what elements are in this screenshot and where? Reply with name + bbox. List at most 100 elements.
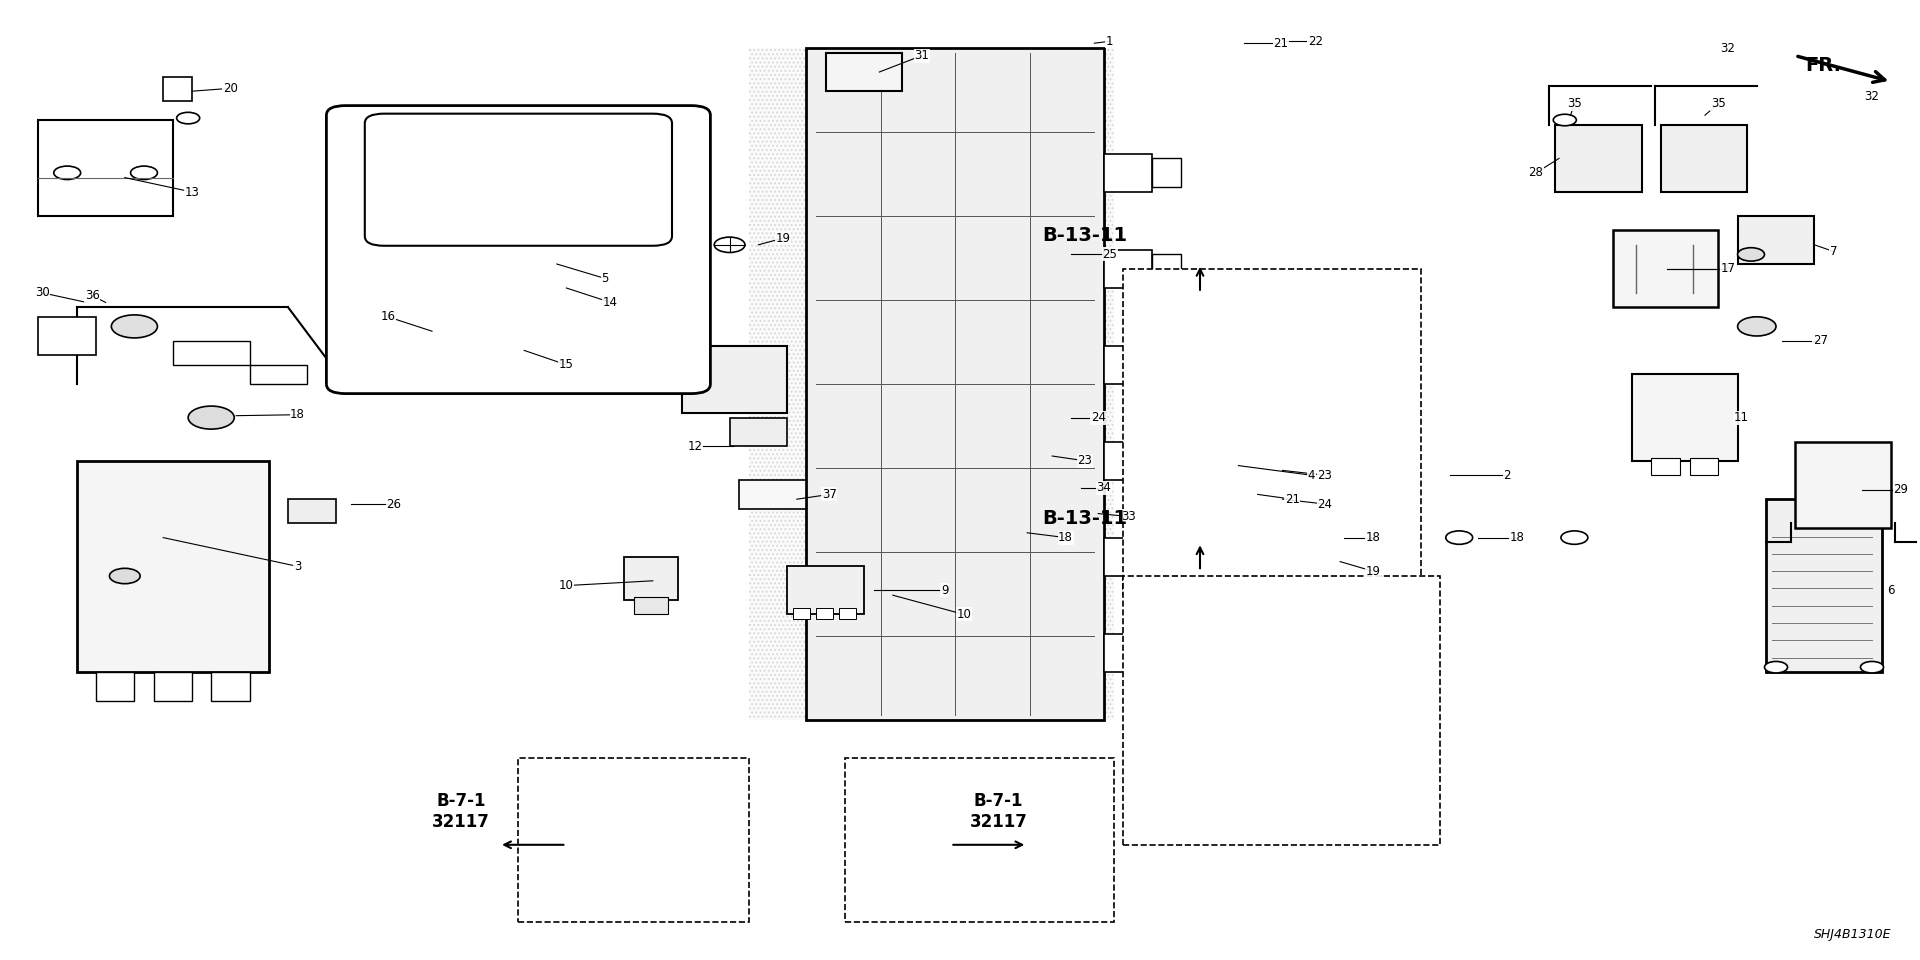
FancyBboxPatch shape [326, 106, 710, 394]
FancyBboxPatch shape [1152, 660, 1206, 706]
FancyBboxPatch shape [1152, 158, 1181, 187]
Circle shape [188, 406, 234, 429]
FancyBboxPatch shape [1306, 773, 1344, 811]
FancyBboxPatch shape [403, 148, 480, 223]
Text: B-7-1
32117: B-7-1 32117 [432, 792, 490, 830]
FancyBboxPatch shape [1323, 468, 1357, 499]
Text: 18: 18 [1365, 531, 1380, 544]
Circle shape [1311, 460, 1334, 471]
FancyBboxPatch shape [601, 896, 626, 907]
Circle shape [1311, 748, 1334, 759]
Text: 26: 26 [386, 497, 401, 511]
Text: 33: 33 [1121, 510, 1137, 523]
Text: 34: 34 [1096, 481, 1112, 494]
FancyBboxPatch shape [893, 835, 970, 893]
FancyBboxPatch shape [1152, 722, 1206, 768]
FancyBboxPatch shape [1365, 468, 1400, 499]
FancyBboxPatch shape [509, 240, 624, 288]
Circle shape [1764, 661, 1788, 673]
Circle shape [1238, 460, 1261, 471]
Circle shape [601, 334, 685, 376]
FancyBboxPatch shape [38, 317, 96, 355]
Text: 2: 2 [1503, 468, 1511, 482]
FancyBboxPatch shape [1152, 638, 1181, 667]
FancyBboxPatch shape [1738, 216, 1814, 264]
Text: 1: 1 [1106, 35, 1114, 48]
FancyBboxPatch shape [682, 346, 787, 413]
FancyBboxPatch shape [77, 461, 269, 672]
FancyBboxPatch shape [1152, 254, 1181, 283]
FancyBboxPatch shape [1298, 434, 1352, 480]
Text: 20: 20 [223, 82, 238, 95]
FancyBboxPatch shape [937, 891, 962, 902]
Circle shape [1738, 317, 1776, 336]
Text: 10: 10 [956, 608, 972, 621]
FancyBboxPatch shape [1225, 660, 1279, 706]
FancyBboxPatch shape [38, 120, 173, 216]
Circle shape [1165, 397, 1188, 409]
Circle shape [1311, 397, 1334, 409]
Bar [749, 48, 1114, 720]
Text: 10: 10 [559, 579, 574, 592]
FancyBboxPatch shape [1354, 773, 1392, 811]
FancyBboxPatch shape [816, 608, 833, 619]
FancyBboxPatch shape [557, 845, 634, 898]
FancyBboxPatch shape [553, 274, 576, 288]
Circle shape [493, 364, 513, 373]
Text: B-7-1
32117: B-7-1 32117 [970, 792, 1027, 830]
FancyBboxPatch shape [1690, 458, 1718, 475]
FancyBboxPatch shape [1104, 154, 1152, 192]
Circle shape [177, 112, 200, 124]
Circle shape [1300, 559, 1331, 574]
Text: 21: 21 [1273, 36, 1288, 50]
Circle shape [420, 325, 444, 337]
FancyBboxPatch shape [1104, 346, 1152, 384]
FancyBboxPatch shape [1555, 125, 1642, 192]
FancyBboxPatch shape [211, 672, 250, 701]
Circle shape [1561, 531, 1588, 544]
FancyBboxPatch shape [1238, 468, 1273, 499]
Text: 3: 3 [294, 560, 301, 573]
Text: 24: 24 [1317, 497, 1332, 511]
FancyBboxPatch shape [1152, 434, 1206, 480]
FancyBboxPatch shape [1152, 350, 1181, 379]
FancyBboxPatch shape [566, 896, 591, 907]
FancyBboxPatch shape [1661, 125, 1747, 192]
FancyBboxPatch shape [1632, 374, 1738, 461]
Text: 11: 11 [1734, 411, 1749, 424]
Circle shape [1238, 397, 1261, 409]
Bar [749, 48, 1114, 720]
FancyBboxPatch shape [1298, 372, 1352, 418]
Bar [518, 758, 749, 922]
FancyBboxPatch shape [365, 113, 672, 246]
Text: 18: 18 [1058, 531, 1073, 544]
FancyBboxPatch shape [1766, 499, 1882, 672]
FancyBboxPatch shape [1104, 634, 1152, 672]
FancyBboxPatch shape [1306, 720, 1344, 758]
Circle shape [1553, 114, 1576, 126]
Text: 35: 35 [1567, 97, 1582, 110]
Text: 24: 24 [1091, 411, 1106, 424]
Text: 19: 19 [1365, 564, 1380, 578]
Circle shape [1311, 685, 1334, 697]
Text: 32: 32 [1864, 89, 1880, 103]
FancyBboxPatch shape [163, 77, 192, 101]
Text: 25: 25 [1102, 248, 1117, 261]
Circle shape [1738, 248, 1764, 261]
Text: 16: 16 [380, 310, 396, 324]
FancyBboxPatch shape [1225, 434, 1279, 480]
Text: 27: 27 [1812, 334, 1828, 348]
FancyBboxPatch shape [624, 557, 678, 600]
Text: 6: 6 [1887, 584, 1895, 597]
FancyBboxPatch shape [490, 326, 528, 360]
FancyBboxPatch shape [634, 597, 668, 614]
Bar [845, 758, 1114, 922]
Text: 7: 7 [1830, 245, 1837, 258]
Text: B-13-11: B-13-11 [1043, 509, 1127, 528]
Text: 5: 5 [601, 272, 609, 285]
Text: 23: 23 [1077, 454, 1092, 468]
Text: 35: 35 [1711, 97, 1726, 110]
Text: 29: 29 [1893, 483, 1908, 496]
FancyBboxPatch shape [1613, 230, 1718, 307]
Text: B-13-11: B-13-11 [1043, 226, 1127, 245]
